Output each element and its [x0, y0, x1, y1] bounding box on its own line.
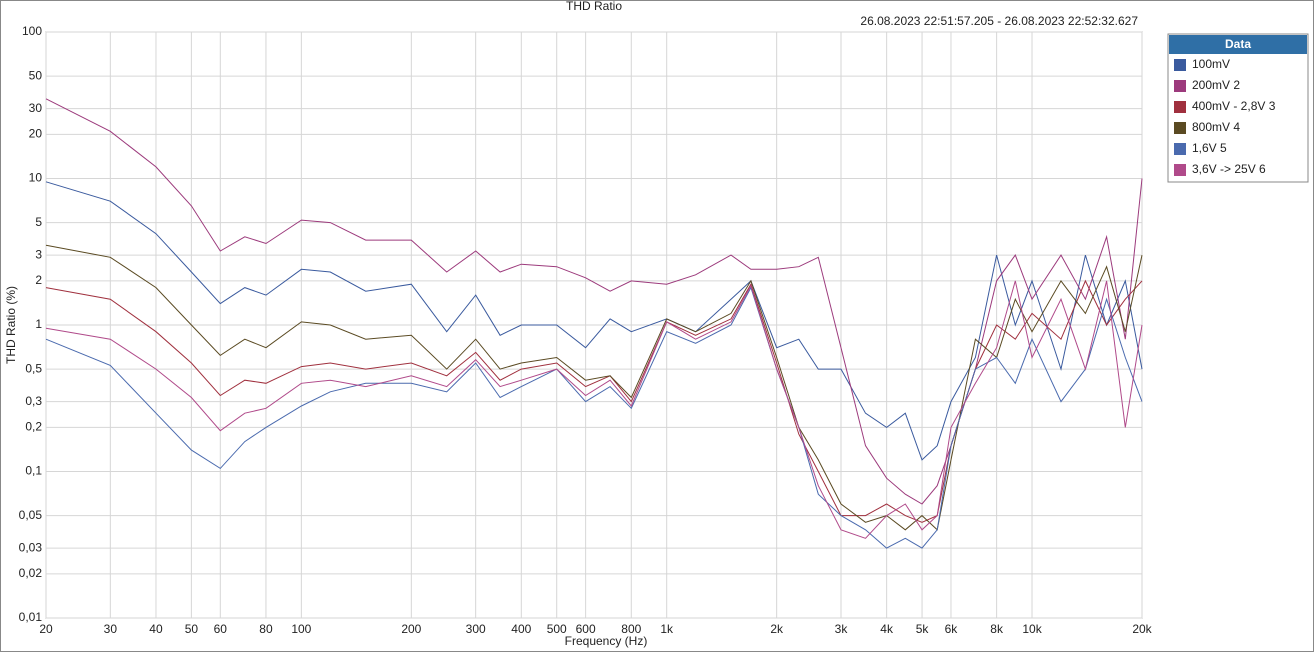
x-tick-label: 5k: [916, 622, 930, 636]
series-line: [45, 244, 1143, 531]
series-line: [45, 279, 1143, 523]
y-tick-label: 5: [35, 215, 42, 229]
x-tick-label: 6k: [945, 622, 959, 636]
timestamp: 26.08.2023 22:51:57.205 - 26.08.2023 22:…: [860, 14, 1138, 28]
x-tick-label: 30: [104, 622, 118, 636]
y-tick-label: 0,2: [25, 420, 42, 434]
x-tick-label: 40: [149, 622, 163, 636]
series-line: [45, 280, 1143, 539]
legend-label: 400mV - 2,8V 3: [1192, 99, 1276, 113]
legend-label: 1,6V 5: [1192, 141, 1227, 155]
legend-label: 800mV 4: [1192, 120, 1240, 134]
x-tick-label: 100: [291, 622, 311, 636]
x-tick-label: 8k: [990, 622, 1004, 636]
x-tick-label: 600: [576, 622, 596, 636]
x-tick-label: 300: [466, 622, 486, 636]
y-tick-label: 0,02: [19, 566, 43, 580]
series-line: [45, 181, 1143, 461]
legend-label: 3,6V -> 25V 6: [1192, 162, 1266, 176]
y-tick-label: 3: [35, 247, 42, 261]
x-tick-label: 4k: [880, 622, 894, 636]
series-line: [45, 98, 1143, 505]
x-tick-label: 1k: [660, 622, 674, 636]
x-tick-label: 500: [547, 622, 567, 636]
legend-swatch: [1174, 101, 1186, 113]
x-tick-label: 20: [39, 622, 53, 636]
x-tick-label: 20k: [1132, 622, 1152, 636]
x-tick-label: 3k: [835, 622, 849, 636]
legend: [1167, 33, 1309, 183]
y-axis-label: THD Ratio (%): [4, 286, 18, 364]
legend-title: Data: [1225, 37, 1251, 51]
y-tick-label: 0,3: [25, 394, 42, 408]
legend-swatch: [1174, 59, 1186, 71]
y-tick-label: 0,03: [19, 540, 43, 554]
x-tick-label: 800: [621, 622, 641, 636]
legend-swatch: [1174, 143, 1186, 155]
y-tick-label: 0,1: [25, 464, 42, 478]
x-tick-label: 50: [185, 622, 199, 636]
legend-label: 200mV 2: [1192, 78, 1240, 92]
legend-label: 100mV: [1192, 57, 1230, 71]
legend-swatch: [1174, 122, 1186, 134]
y-tick-label: 1: [35, 317, 42, 331]
x-tick-label: 10k: [1022, 622, 1042, 636]
y-tick-label: 30: [29, 101, 43, 115]
y-tick-label: 100: [22, 24, 42, 38]
y-tick-label: 0,01: [19, 610, 43, 624]
y-tick-label: 2: [35, 273, 42, 287]
x-tick-label: 80: [259, 622, 273, 636]
x-tick-label: 400: [511, 622, 531, 636]
y-tick-label: 0,05: [19, 508, 43, 522]
x-axis-label: Frequency (Hz): [565, 634, 648, 648]
series-line: [45, 286, 1143, 549]
y-tick-label: 0,5: [25, 361, 42, 375]
chart-title: THD Ratio: [566, 0, 622, 13]
legend-swatch: [1174, 164, 1186, 176]
y-tick-label: 10: [29, 171, 43, 185]
legend-swatch: [1174, 80, 1186, 92]
x-tick-label: 2k: [770, 622, 784, 636]
y-tick-label: 50: [29, 68, 43, 82]
x-tick-label: 200: [401, 622, 421, 636]
y-tick-label: 20: [29, 127, 43, 141]
x-tick-label: 60: [214, 622, 228, 636]
legend-header: [1169, 35, 1307, 54]
